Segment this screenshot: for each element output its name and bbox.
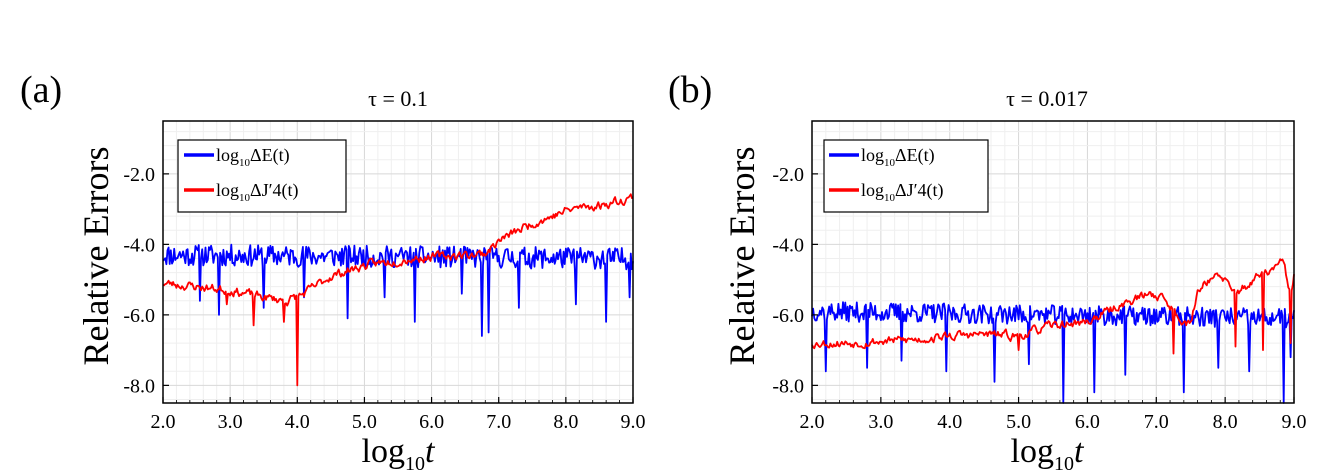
panel-a: (a) τ = 0.1 Relative Errors log10t 2.0 3.… xyxy=(20,69,646,475)
x-tick-label-b: 4.0 xyxy=(937,411,962,433)
panel-label-b: (b) xyxy=(668,69,712,111)
legend-a: log10ΔE(t) log10ΔJ′4(t) xyxy=(177,139,347,213)
x-tick-label-b: 3.0 xyxy=(868,411,893,433)
y-axis-label-b: Relative Errors xyxy=(722,147,762,366)
x-tick-label-a: 6.0 xyxy=(419,411,444,433)
x-tick-label-a: 4.0 xyxy=(285,411,310,433)
series-line-b-1 xyxy=(811,258,1295,355)
x-tick-label-a: 3.0 xyxy=(218,411,243,433)
x-tick-label-a: 9.0 xyxy=(621,411,646,433)
ticks-b: 2.0 3.0 4.0 5.0 6.0 7.0 8.0 9.0 -8.0 -6.0 -4.0 -2.0 xyxy=(772,164,1306,433)
legend-box-a xyxy=(177,139,347,213)
x-tick-label-b: 2.0 xyxy=(800,411,825,433)
plot-title-b: τ = 0.017 xyxy=(1006,86,1088,111)
legend-box-b xyxy=(823,139,989,213)
plot-title-a: τ = 0.1 xyxy=(368,86,428,111)
y-tick-label-a: -6.0 xyxy=(123,305,155,327)
series-a xyxy=(162,193,634,387)
x-tick-label-a: 7.0 xyxy=(486,411,511,433)
ticks-a: 2.0 3.0 4.0 5.0 6.0 7.0 8.0 9.0 -8.0 -6.0 -4.0 -2.0 xyxy=(123,164,645,433)
y-tick-label-b: -2.0 xyxy=(772,164,804,186)
legend-entry-a-1: log10ΔJ′4(t) xyxy=(216,180,299,204)
legend-entry-b-1: log10ΔJ′4(t) xyxy=(861,180,944,204)
x-tick-label-a: 5.0 xyxy=(352,411,377,433)
x-tick-label-b: 9.0 xyxy=(1282,411,1307,433)
y-tick-label-a: -8.0 xyxy=(123,375,155,397)
series-b xyxy=(811,258,1295,404)
series-line-a-0 xyxy=(162,243,634,337)
y-tick-label-a: -2.0 xyxy=(123,164,155,186)
plot-frame-a xyxy=(162,120,634,404)
legend-entry-a-0: log10ΔE(t) xyxy=(216,145,290,169)
y-tick-label-b: -4.0 xyxy=(772,234,804,256)
legend-b: log10ΔE(t) log10ΔJ′4(t) xyxy=(823,139,989,213)
series-line-b-0 xyxy=(811,301,1295,404)
legend-entry-b-0: log10ΔE(t) xyxy=(861,145,935,169)
y-tick-label-a: -4.0 xyxy=(123,234,155,256)
series-line-a-1 xyxy=(162,193,634,387)
panel-label-a: (a) xyxy=(20,69,62,111)
y-tick-label-b: -8.0 xyxy=(772,375,804,397)
x-axis-label-a: log10t xyxy=(362,433,436,475)
x-tick-label-b: 8.0 xyxy=(1213,411,1238,433)
x-tick-label-a: 8.0 xyxy=(553,411,578,433)
x-axis-label-b: log10t xyxy=(1011,433,1085,475)
y-tick-label-b: -6.0 xyxy=(772,305,804,327)
x-tick-label-b: 6.0 xyxy=(1075,411,1100,433)
panel-b: (b) τ = 0.017 Relative Errors log10t 2.0… xyxy=(668,69,1307,475)
x-tick-label-b: 5.0 xyxy=(1006,411,1031,433)
y-axis-label-a: Relative Errors xyxy=(76,147,116,366)
x-tick-label-b: 7.0 xyxy=(1144,411,1169,433)
x-tick-label-a: 2.0 xyxy=(151,411,176,433)
plot-frame-b xyxy=(811,120,1295,404)
